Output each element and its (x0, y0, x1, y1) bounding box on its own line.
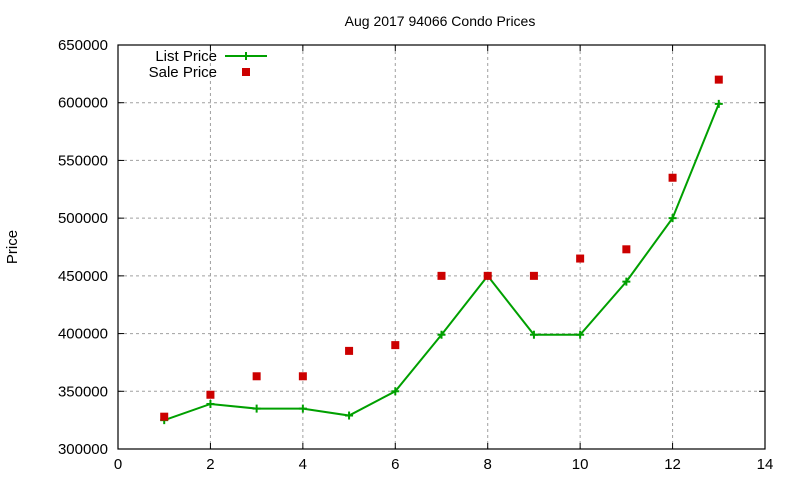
legend-label: List Price (155, 48, 217, 65)
y-tick-label: 550000 (58, 152, 108, 169)
x-tick-label: 2 (206, 456, 214, 473)
x-tick-label: 6 (391, 456, 399, 473)
square-marker (242, 68, 250, 76)
square-marker (714, 75, 723, 84)
square-marker (576, 254, 585, 263)
square-marker (437, 271, 446, 280)
chart-title: Aug 2017 94066 Condo Prices (345, 13, 536, 29)
x-tick-label: 0 (114, 456, 122, 473)
plot-frame (117, 44, 766, 450)
x-tick-label: 4 (299, 456, 307, 473)
square-marker (345, 346, 354, 355)
series-sale-price (160, 75, 723, 421)
x-tick-label: 14 (757, 456, 774, 473)
tick-labels: 0 2 4 6 8 10 12 14 300000 350000 400000 450000 50000… (58, 37, 773, 473)
axes (117, 44, 766, 450)
series-line (163, 103, 720, 422)
square-marker (622, 245, 631, 254)
y-tick-label: 300000 (58, 441, 108, 458)
y-tick-label: 450000 (58, 268, 108, 285)
grid-lines (118, 45, 765, 449)
square-marker (206, 390, 215, 399)
square-marker (483, 271, 492, 280)
y-tick-label: 650000 (58, 37, 108, 54)
y-axis-label: Price (4, 230, 21, 264)
y-tick-label: 400000 (58, 326, 108, 343)
square-marker (298, 372, 307, 381)
legend-label: Sale Price (149, 64, 217, 81)
x-tick-label: 12 (664, 456, 681, 473)
square-marker (529, 271, 538, 280)
y-tick-label: 500000 (58, 210, 108, 227)
y-tick-label: 600000 (58, 95, 108, 112)
x-tick-label: 10 (572, 456, 589, 473)
x-tick-label: 8 (484, 456, 492, 473)
square-marker (668, 173, 677, 182)
y-tick-label: 350000 (58, 383, 108, 400)
square-marker (252, 372, 261, 381)
square-marker (391, 341, 400, 350)
series-list-price (160, 99, 723, 425)
data-series (160, 75, 723, 425)
square-marker (160, 412, 169, 421)
